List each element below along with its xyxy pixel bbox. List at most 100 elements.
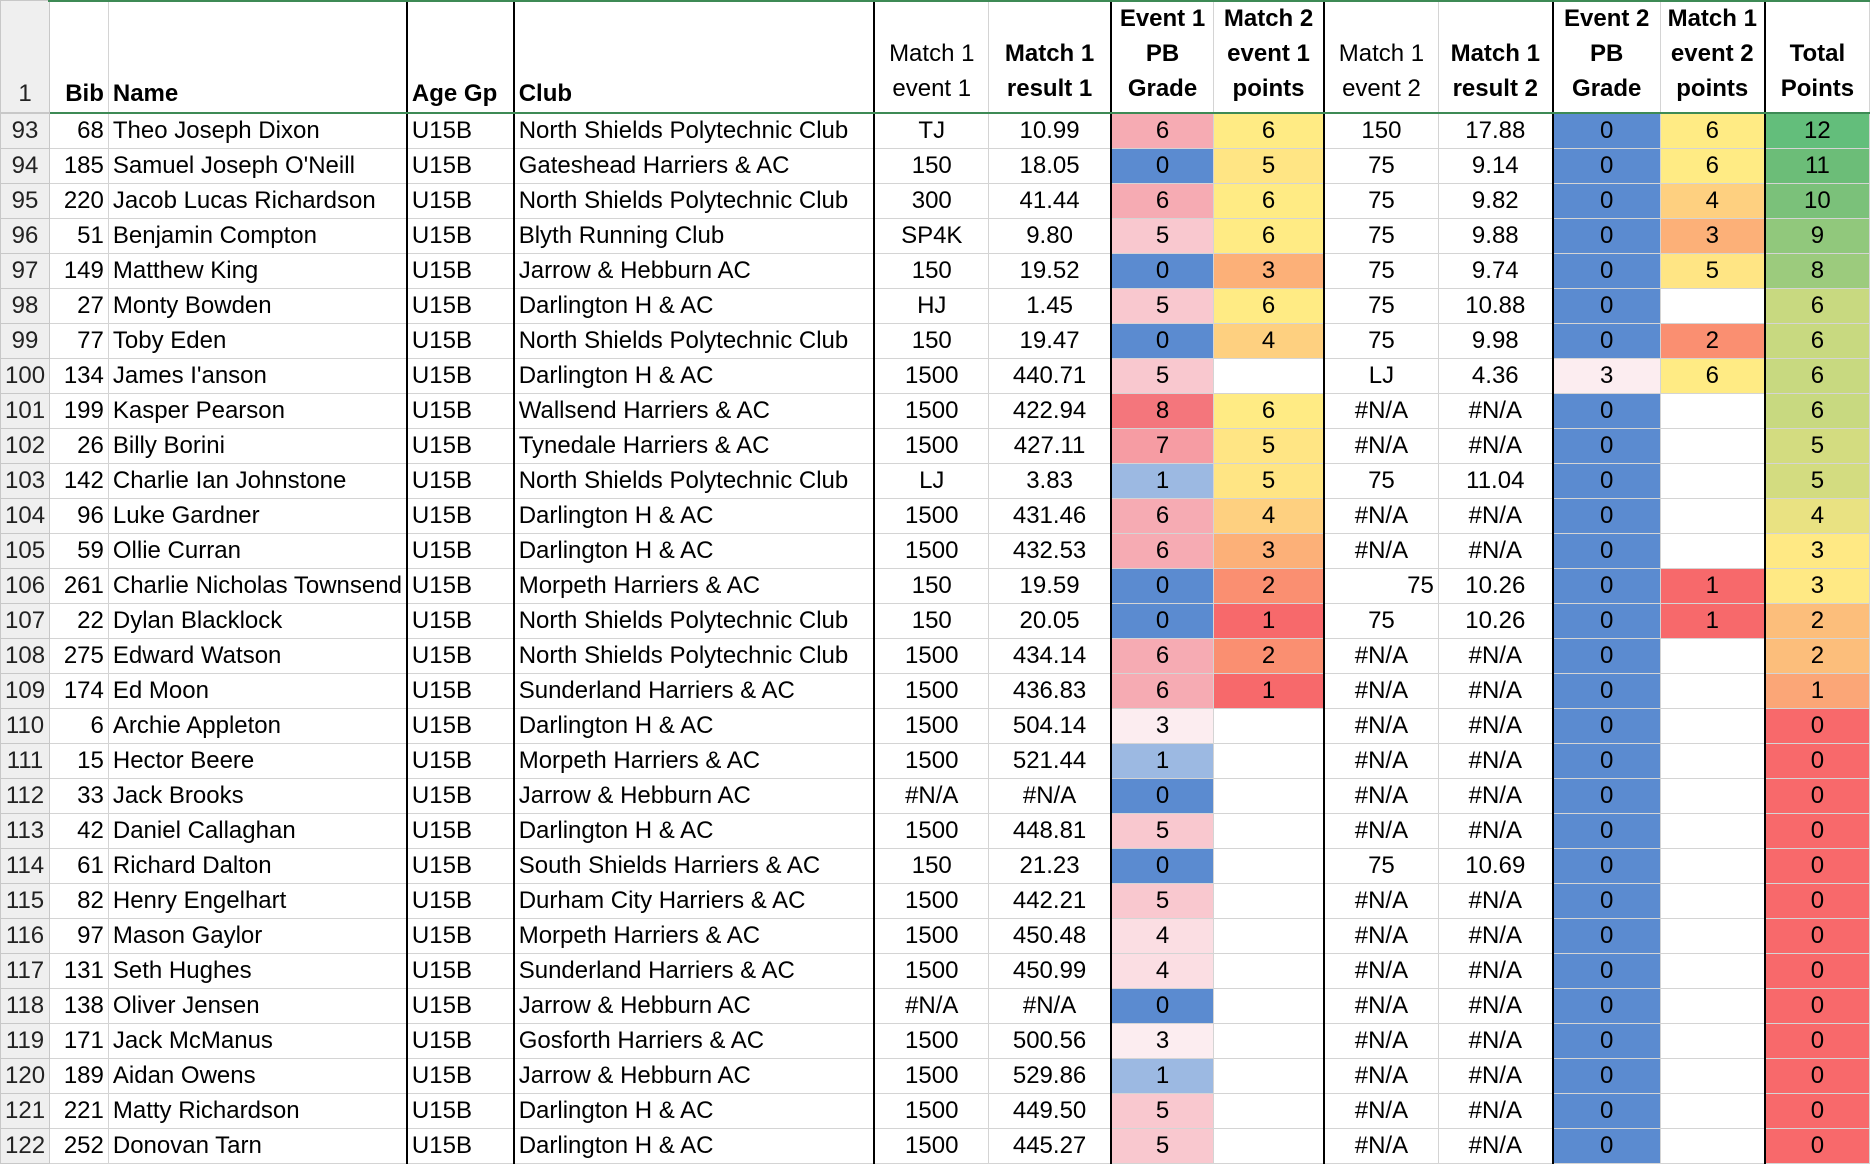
match1-event2-cell[interactable]: #N/A xyxy=(1323,638,1439,674)
age-group-cell[interactable]: U15B xyxy=(406,253,515,289)
club-cell[interactable]: North Shields Polytechnic Club xyxy=(513,323,876,359)
col-header-match1-result2[interactable]: Match 1 result 2 xyxy=(1437,0,1554,114)
match1-result2-cell[interactable]: #N/A xyxy=(1437,393,1554,429)
event2-pb-grade-cell[interactable]: 0 xyxy=(1552,428,1661,464)
row-number-header[interactable]: 1 xyxy=(0,0,51,114)
match1-result1-cell[interactable]: 9.80 xyxy=(988,218,1112,254)
match1-result2-cell[interactable]: #N/A xyxy=(1437,953,1554,989)
match1-result1-cell[interactable]: 440.71 xyxy=(988,358,1112,394)
total-points-cell[interactable]: 0 xyxy=(1764,778,1870,814)
age-group-cell[interactable]: U15B xyxy=(406,1023,515,1059)
match1-event2-points-cell[interactable]: 6 xyxy=(1659,148,1766,184)
match1-event2-cell[interactable]: #N/A xyxy=(1323,673,1439,709)
match1-event2-cell[interactable]: 75 xyxy=(1323,323,1439,359)
club-cell[interactable]: Jarrow & Hebburn AC xyxy=(513,778,876,814)
match1-event1-cell[interactable]: 150 xyxy=(873,603,990,639)
name-cell[interactable]: Henry Engelhart xyxy=(107,883,408,919)
match1-result2-cell[interactable]: #N/A xyxy=(1437,743,1554,779)
row-number[interactable]: 98 xyxy=(0,288,51,324)
table-row[interactable]: 119 171 Jack McManus U15B Gosforth Harriers … xyxy=(0,1023,1870,1059)
total-points-cell[interactable]: 10 xyxy=(1764,183,1870,219)
match1-event1-cell[interactable]: 1500 xyxy=(873,1023,990,1059)
table-row[interactable]: 122 252 Donovan Tarn U15B Darlington H & AC 1… xyxy=(0,1128,1870,1164)
match1-result1-cell[interactable]: 504.14 xyxy=(988,708,1112,744)
match1-result2-cell[interactable]: #N/A xyxy=(1437,1128,1554,1164)
age-group-cell[interactable]: U15B xyxy=(406,708,515,744)
row-number[interactable]: 102 xyxy=(0,428,51,464)
club-cell[interactable]: Darlington H & AC xyxy=(513,288,876,324)
name-cell[interactable]: Monty Bowden xyxy=(107,288,408,324)
match1-event2-points-cell[interactable] xyxy=(1659,498,1766,534)
total-points-cell[interactable]: 0 xyxy=(1764,1058,1870,1094)
table-row[interactable]: 94 185 Samuel Joseph O'Neill U15B Gateshead … xyxy=(0,148,1870,184)
club-cell[interactable]: Blyth Running Club xyxy=(513,218,876,254)
event2-pb-grade-cell[interactable]: 0 xyxy=(1552,1058,1661,1094)
match1-event2-cell[interactable]: #N/A xyxy=(1323,1023,1439,1059)
table-row[interactable]: 103 142 Charlie Ian Johnstone U15B North Shi… xyxy=(0,463,1870,499)
total-points-cell[interactable]: 3 xyxy=(1764,533,1870,569)
name-cell[interactable]: Seth Hughes xyxy=(107,953,408,989)
match1-event2-cell[interactable]: 75 xyxy=(1323,288,1439,324)
match1-event2-cell[interactable]: 75 xyxy=(1323,183,1439,219)
match1-event1-cell[interactable]: 1500 xyxy=(873,533,990,569)
age-group-cell[interactable]: U15B xyxy=(406,778,515,814)
event2-pb-grade-cell[interactable]: 0 xyxy=(1552,498,1661,534)
bib-cell[interactable]: 51 xyxy=(49,218,109,254)
match1-result1-cell[interactable]: 449.50 xyxy=(988,1093,1112,1129)
match1-event1-cell[interactable]: 1500 xyxy=(873,428,990,464)
bib-cell[interactable]: 82 xyxy=(49,883,109,919)
table-row[interactable]: 97 149 Matthew King U15B Jarrow & Hebburn AC… xyxy=(0,253,1870,289)
match1-event2-points-cell[interactable] xyxy=(1659,918,1766,954)
match1-event2-cell[interactable]: 75 xyxy=(1323,463,1439,499)
event2-pb-grade-cell[interactable]: 0 xyxy=(1552,1128,1661,1164)
total-points-cell[interactable]: 9 xyxy=(1764,218,1870,254)
match1-event1-cell[interactable]: #N/A xyxy=(873,778,990,814)
match2-event1-points-cell[interactable]: 3 xyxy=(1213,253,1326,289)
club-cell[interactable]: Gosforth Harriers & AC xyxy=(513,1023,876,1059)
match1-event1-cell[interactable]: 1500 xyxy=(873,498,990,534)
name-cell[interactable]: Mason Gaylor xyxy=(107,918,408,954)
match1-event2-cell[interactable]: 75 xyxy=(1323,148,1439,184)
match1-event2-cell[interactable]: 150 xyxy=(1323,112,1439,149)
club-cell[interactable]: Tynedale Harriers & AC xyxy=(513,428,876,464)
age-group-cell[interactable]: U15B xyxy=(406,533,515,569)
match1-event1-cell[interactable]: SP4K xyxy=(873,218,990,254)
match1-event2-cell[interactable]: #N/A xyxy=(1323,533,1439,569)
table-row[interactable]: 121 221 Matty Richardson U15B Darlington H &… xyxy=(0,1093,1870,1129)
age-group-cell[interactable]: U15B xyxy=(406,112,515,149)
name-cell[interactable]: Kasper Pearson xyxy=(107,393,408,429)
match1-result2-cell[interactable]: #N/A xyxy=(1437,708,1554,744)
name-cell[interactable]: James I'anson xyxy=(107,358,408,394)
club-cell[interactable]: Sunderland Harriers & AC xyxy=(513,953,876,989)
event2-pb-grade-cell[interactable]: 0 xyxy=(1552,323,1661,359)
row-number[interactable]: 96 xyxy=(0,218,51,254)
match2-event1-points-cell[interactable]: 6 xyxy=(1213,218,1326,254)
match1-result2-cell[interactable]: 11.04 xyxy=(1437,463,1554,499)
row-number[interactable]: 110 xyxy=(0,708,51,744)
name-cell[interactable]: Richard Dalton xyxy=(107,848,408,884)
match1-result1-cell[interactable]: 445.27 xyxy=(988,1128,1112,1164)
match1-event1-cell[interactable]: 300 xyxy=(873,183,990,219)
total-points-cell[interactable]: 0 xyxy=(1764,918,1870,954)
table-row[interactable]: 108 275 Edward Watson U15B North Shields Pol… xyxy=(0,638,1870,674)
name-cell[interactable]: Matthew King xyxy=(107,253,408,289)
age-group-cell[interactable]: U15B xyxy=(406,358,515,394)
match1-result2-cell[interactable]: 9.74 xyxy=(1437,253,1554,289)
name-cell[interactable]: Toby Eden xyxy=(107,323,408,359)
match2-event1-points-cell[interactable]: 2 xyxy=(1213,638,1326,674)
total-points-cell[interactable]: 0 xyxy=(1764,988,1870,1024)
name-cell[interactable]: Matty Richardson xyxy=(107,1093,408,1129)
bib-cell[interactable]: 77 xyxy=(49,323,109,359)
event1-pb-grade-cell[interactable]: 0 xyxy=(1110,148,1215,184)
row-number[interactable]: 112 xyxy=(0,778,51,814)
event1-pb-grade-cell[interactable]: 0 xyxy=(1110,778,1215,814)
match1-event2-points-cell[interactable] xyxy=(1659,463,1766,499)
event2-pb-grade-cell[interactable]: 0 xyxy=(1552,148,1661,184)
age-group-cell[interactable]: U15B xyxy=(406,428,515,464)
age-group-cell[interactable]: U15B xyxy=(406,1128,515,1164)
col-header-age-group[interactable]: Age Gp xyxy=(406,0,515,114)
table-row[interactable]: 110 6 Archie Appleton U15B Darlington H & AC… xyxy=(0,708,1870,744)
event1-pb-grade-cell[interactable]: 0 xyxy=(1110,253,1215,289)
match1-result2-cell[interactable]: 9.14 xyxy=(1437,148,1554,184)
match1-result1-cell[interactable]: 434.14 xyxy=(988,638,1112,674)
